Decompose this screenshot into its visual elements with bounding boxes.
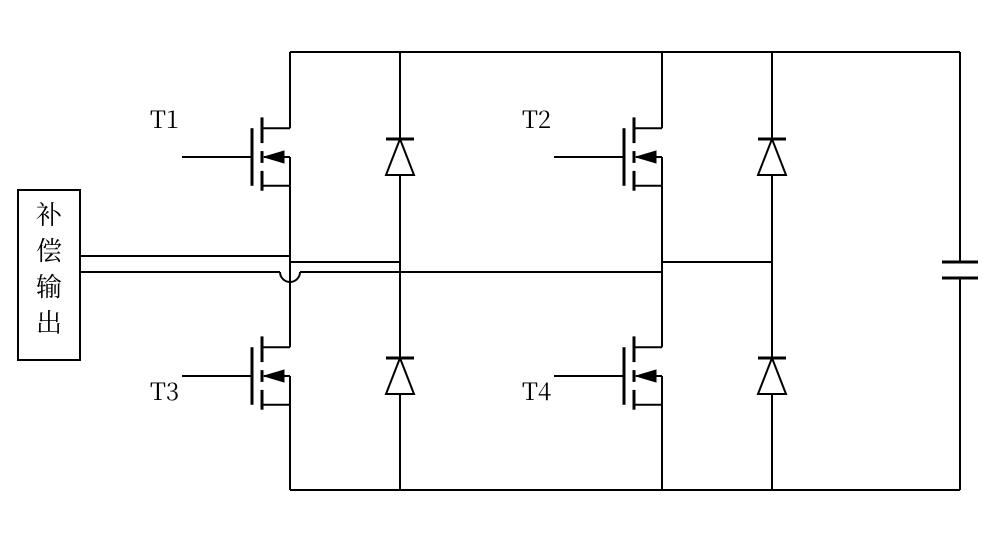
- label-t4: T4: [522, 372, 551, 407]
- label-t2: T2: [522, 100, 551, 135]
- output-box-char: 补: [36, 195, 62, 232]
- diode-t1: [386, 139, 414, 175]
- output-box-char: 偿: [36, 231, 62, 268]
- diode-t4: [758, 358, 786, 394]
- diode-t3: [386, 358, 414, 394]
- label-t1: T1: [150, 100, 179, 135]
- diode-t2: [758, 139, 786, 175]
- output-box-char: 输: [36, 267, 62, 304]
- label-t3: T3: [150, 372, 179, 407]
- output-box-char: 出: [36, 303, 62, 340]
- circuit-diagram: 补偿输出 T1 T2 T3 T4: [0, 0, 1000, 534]
